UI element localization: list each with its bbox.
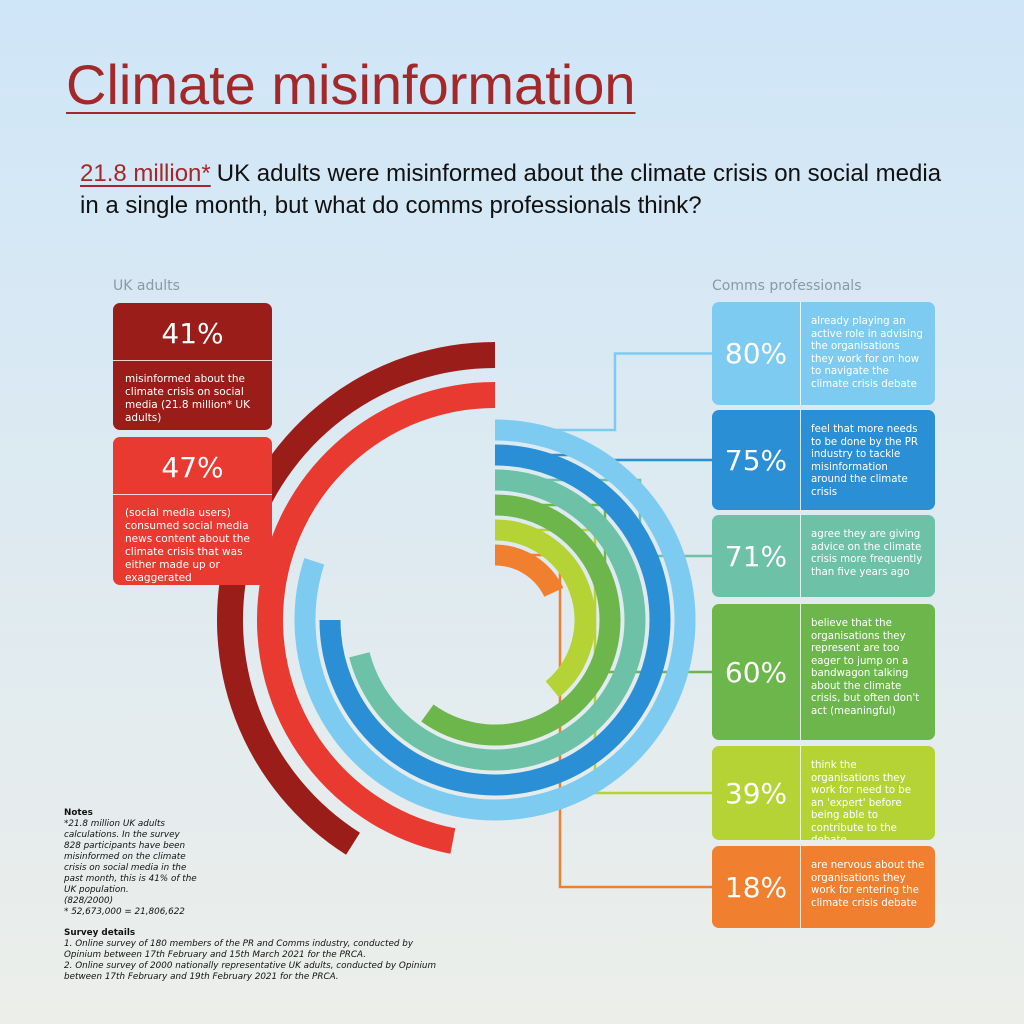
- notes: Notes *21.8 million UK adults calculation…: [64, 808, 199, 918]
- ring-bar: [421, 494, 621, 746]
- card-description: (social media users) consumed social med…: [125, 507, 250, 584]
- group-label: UK adults: [113, 278, 180, 294]
- card-percent: 47%: [113, 437, 272, 495]
- ring-bar: [494, 519, 596, 698]
- uk-card: 47% (social media users) consumed social …: [113, 437, 272, 585]
- uk-card: 41% misinformed about the climate crisis …: [113, 303, 272, 430]
- card-percent: 41%: [113, 303, 272, 361]
- card-description: already playing an active role in advisi…: [811, 316, 923, 390]
- notes-title: Notes: [64, 808, 93, 818]
- card-percent: 80%: [712, 302, 801, 405]
- subtitle: 21.8 million* UK adults were misinformed …: [80, 158, 960, 222]
- ring-bar: [257, 382, 496, 854]
- ring-bar: [494, 544, 564, 598]
- card-description: are nervous about the organisations they…: [811, 860, 925, 909]
- subtitle-lead: 21.8 million*: [80, 160, 211, 187]
- card-description: feel that more needs to be done by the P…: [811, 424, 919, 498]
- note-line: * 52,673,000 = 21,806,622: [64, 907, 185, 917]
- subtitle-text: UK adults were misinformed about the cli…: [80, 160, 942, 219]
- card-description: think the organisations they work for ne…: [811, 760, 912, 840]
- card-description: misinformed about the climate crisis on …: [125, 373, 250, 424]
- card-percent: 71%: [712, 515, 801, 597]
- card-description: believe that the organisations they repr…: [811, 618, 920, 717]
- survey-line: 2. Online survey of 2000 nationally repr…: [64, 961, 437, 982]
- title: Climate misinformation: [66, 53, 636, 116]
- survey-title: Survey details: [64, 928, 136, 938]
- note-line: (828/2000): [64, 896, 114, 906]
- note-line: *21.8 million UK adults calculations. In…: [64, 819, 197, 895]
- ring-bar: [349, 469, 646, 771]
- ring-bar: [294, 419, 696, 821]
- comms-card: 80% already playing an active role in adv…: [712, 302, 935, 405]
- comms-card: 60% believe that the organisations they r…: [712, 604, 935, 740]
- card-percent: 39%: [712, 746, 801, 840]
- card-percent: 60%: [712, 604, 801, 740]
- connector: [495, 352, 712, 432]
- card-description: agree they are giving advice on the clim…: [811, 529, 923, 578]
- card-percent: 75%: [712, 410, 801, 510]
- survey: Survey details 1. Online survey of 180 me…: [64, 928, 444, 983]
- comms-card: 75% feel that more needs to be done by th…: [712, 410, 935, 510]
- card-percent: 18%: [712, 846, 801, 928]
- comms-card: 18% are nervous about the organisations t…: [712, 846, 935, 928]
- comms-card: 39% think the organisations they work for…: [712, 746, 935, 840]
- survey-line: 1. Online survey of 180 members of the P…: [64, 939, 414, 960]
- ring-bar: [319, 444, 671, 796]
- comms-card: 71% agree they are giving advice on the c…: [712, 515, 935, 597]
- group-label: Comms professionals: [712, 278, 862, 294]
